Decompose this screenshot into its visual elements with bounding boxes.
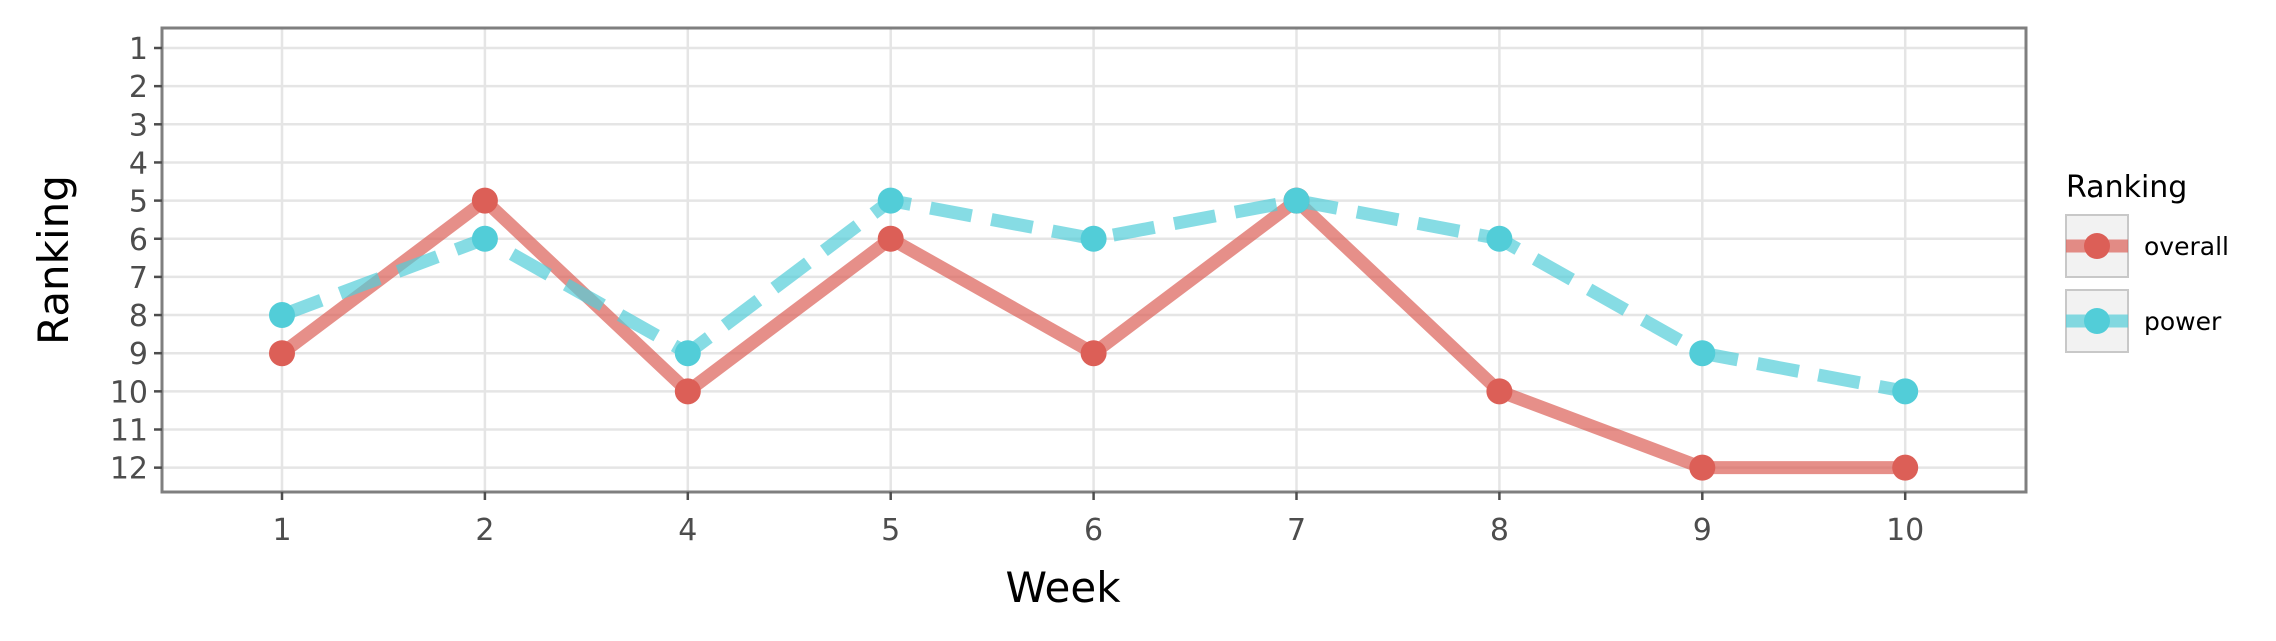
x-tick-label: 9 xyxy=(1693,513,1712,548)
data-point-power xyxy=(1080,225,1107,252)
x-tick-label: 7 xyxy=(1287,513,1306,548)
y-tick-label: 12 xyxy=(110,452,148,487)
legend-key-point xyxy=(2084,308,2110,334)
y-tick-label: 2 xyxy=(129,70,148,105)
y-tick-label: 1 xyxy=(129,32,148,67)
data-point-power xyxy=(1283,187,1310,214)
data-point-overall xyxy=(674,378,701,405)
y-tick-label: 5 xyxy=(129,185,148,220)
data-point-overall xyxy=(1892,454,1919,481)
x-tick-label: 8 xyxy=(1490,513,1509,548)
y-tick-label: 6 xyxy=(129,223,148,258)
legend-label: power xyxy=(2144,307,2222,336)
legend: Ranking overall power xyxy=(2065,170,2229,353)
y-tick-label: 8 xyxy=(129,299,148,334)
data-point-overall xyxy=(1486,378,1513,405)
x-tick-label: 6 xyxy=(1084,513,1103,548)
y-tick-label: 3 xyxy=(129,108,148,143)
data-point-power xyxy=(1892,378,1919,405)
legend-label: overall xyxy=(2144,232,2229,261)
y-tick-label: 7 xyxy=(129,261,148,296)
data-point-overall xyxy=(877,225,904,252)
data-point-overall xyxy=(269,340,295,367)
data-point-overall xyxy=(471,187,498,214)
data-point-power xyxy=(1689,340,1716,367)
x-axis-title: Week xyxy=(1005,563,1121,612)
x-tick-label: 4 xyxy=(678,513,697,548)
legend-item-power: power xyxy=(2065,289,2222,353)
data-point-power xyxy=(269,302,295,329)
data-point-overall xyxy=(1080,340,1107,367)
x-tick-label: 5 xyxy=(881,513,900,548)
data-point-power xyxy=(1486,225,1513,252)
data-point-overall xyxy=(1689,454,1716,481)
legend-key-point xyxy=(2084,233,2110,259)
legend-title: Ranking xyxy=(2066,170,2187,205)
x-tick-label: 2 xyxy=(475,513,494,548)
series-points xyxy=(269,187,1919,481)
legend-item-overall: overall xyxy=(2065,214,2229,278)
y-tick-label: 9 xyxy=(129,337,148,372)
x-axis: 1 2 4 5 6 7 8 9 10 xyxy=(272,492,1924,548)
y-tick-label: 4 xyxy=(129,146,148,181)
x-tick-label: 1 xyxy=(272,513,291,548)
data-point-power xyxy=(674,340,701,367)
data-point-power xyxy=(877,187,904,214)
y-axis-title: Ranking xyxy=(29,175,78,345)
x-tick-label: 10 xyxy=(1886,513,1924,548)
y-tick-label: 11 xyxy=(110,414,148,449)
y-tick-label: 10 xyxy=(110,375,148,410)
data-point-power xyxy=(471,225,498,252)
